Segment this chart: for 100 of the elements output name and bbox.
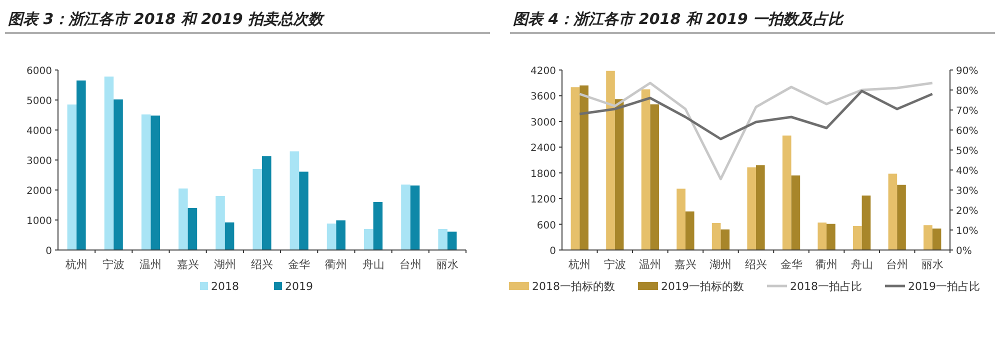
x-tick-label: 宁波 [604, 258, 626, 271]
line-series [578, 90, 934, 140]
bar [712, 223, 721, 250]
x-tick-label: 衢州 [816, 258, 838, 271]
bar [141, 114, 151, 250]
x-tick-label: 金华 [780, 258, 802, 271]
y-tick-label: 6000 [26, 66, 52, 77]
bar [262, 156, 272, 250]
legend-label: 2018一拍占比 [790, 280, 862, 293]
bar [897, 184, 906, 250]
y2-tick-label: 40% [956, 166, 978, 177]
y-tick-label: 1200 [530, 194, 556, 206]
bar [650, 104, 659, 250]
x-tick-label: 舟山 [362, 258, 384, 271]
legend-label: 2018一拍标的数 [532, 280, 615, 293]
x-tick-label: 湖州 [710, 258, 732, 271]
bar [888, 174, 898, 250]
bar [756, 165, 765, 250]
bar [401, 184, 410, 250]
y-tick-label: 0 [46, 246, 52, 257]
legend-label: 2019一拍标的数 [661, 280, 744, 293]
bar [373, 202, 383, 250]
bar [862, 196, 871, 250]
bar [447, 232, 457, 250]
y-tick-label: 4200 [530, 66, 556, 77]
x-tick-label: 丽水 [436, 258, 458, 271]
y-tick-label: 3000 [26, 156, 52, 167]
x-tick-label: 湖州 [214, 258, 236, 271]
y-tick-label: 0 [550, 246, 556, 257]
x-tick-label: 舟山 [850, 258, 873, 271]
bar [570, 87, 580, 250]
bar [747, 167, 756, 250]
x-tick-label: 绍兴 [251, 258, 273, 271]
bar [818, 222, 827, 250]
bar [438, 229, 448, 250]
x-tick-label: 宁波 [102, 258, 125, 271]
legend-label: 2018 [211, 280, 239, 293]
y2-tick-label: 50% [956, 146, 978, 157]
bar [782, 136, 792, 250]
bar [336, 220, 346, 250]
bar [178, 188, 188, 250]
x-tick-label: 杭州 [568, 258, 591, 271]
y2-tick-label: 0% [956, 246, 972, 257]
line-series [578, 82, 934, 180]
bar [826, 224, 836, 250]
bar [216, 196, 225, 250]
bar [791, 175, 800, 250]
bar [188, 208, 198, 250]
bar [606, 70, 615, 250]
bar [252, 169, 262, 250]
legend-label: 2019 [285, 280, 313, 293]
x-tick-label: 台州 [399, 258, 422, 271]
bar [67, 104, 77, 250]
y-tick-label: 2000 [26, 186, 52, 197]
bar [410, 186, 420, 250]
chart-title: 图表 4：浙江各市 2018 和 2019 一拍数及占比 [513, 10, 846, 28]
bar [932, 228, 942, 250]
bar [685, 211, 694, 250]
bar [290, 151, 300, 250]
bar [614, 99, 624, 250]
bar [76, 80, 86, 250]
x-tick-label: 台州 [886, 258, 908, 271]
bar [150, 116, 160, 250]
bar [104, 76, 114, 250]
legend-label: 2019一拍占比 [908, 280, 980, 293]
y2-tick-label: 70% [956, 106, 978, 117]
x-tick-label: 嘉兴 [674, 258, 696, 271]
y-tick-label: 1000 [26, 216, 52, 227]
bar [326, 224, 336, 250]
y-tick-label: 2400 [530, 143, 556, 154]
bar [641, 89, 650, 250]
x-tick-label: 衢州 [325, 258, 348, 271]
y2-tick-label: 80% [956, 86, 978, 97]
y-tick-label: 1800 [530, 168, 556, 180]
y2-tick-label: 90% [956, 66, 978, 77]
y-tick-label: 5000 [26, 96, 52, 107]
bar [720, 229, 730, 250]
chart-title: 图表 3：浙江各市 2018 和 2019 拍卖总次数 [8, 10, 326, 28]
bar [676, 188, 686, 250]
x-tick-label: 金华 [288, 258, 310, 271]
y2-tick-label: 10% [956, 226, 978, 237]
x-tick-label: 丽水 [921, 258, 944, 271]
x-tick-label: 绍兴 [745, 258, 767, 271]
x-tick-label: 温州 [140, 258, 162, 271]
y2-tick-label: 30% [956, 186, 978, 197]
bar [580, 85, 588, 250]
bar [924, 225, 932, 250]
bar [114, 99, 123, 250]
x-tick-label: 温州 [639, 258, 662, 271]
y-tick-label: 3600 [530, 92, 556, 103]
y-tick-label: 4000 [26, 126, 52, 137]
y-tick-label: 3000 [530, 117, 556, 128]
bar [299, 172, 308, 250]
y2-tick-label: 20% [956, 206, 978, 217]
x-tick-label: 杭州 [64, 258, 88, 271]
bar [224, 222, 234, 250]
bar [364, 229, 374, 250]
x-tick-label: 嘉兴 [176, 258, 199, 271]
y2-tick-label: 60% [956, 126, 978, 137]
bar [853, 226, 862, 250]
